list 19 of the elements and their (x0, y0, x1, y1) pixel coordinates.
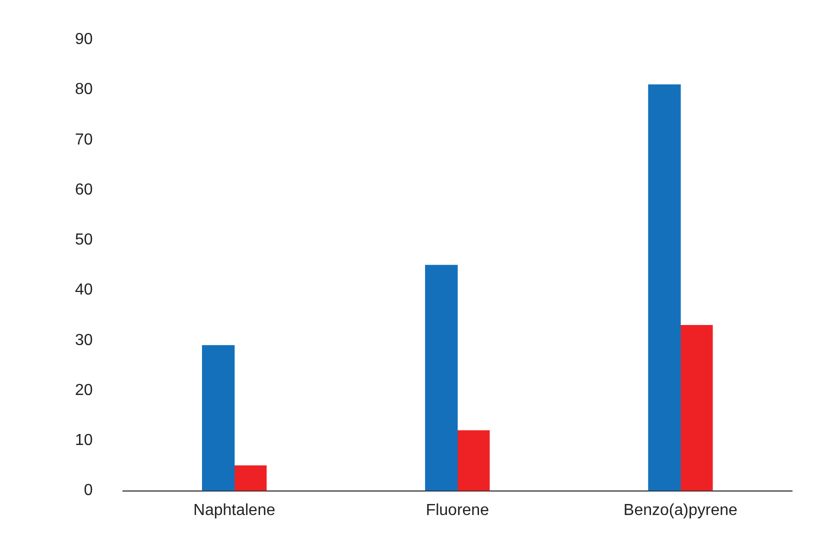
y-tick-label: 30 (75, 332, 93, 349)
y-tick-label: 20 (75, 382, 93, 399)
bar (457, 430, 490, 491)
y-tick-label: 80 (75, 81, 93, 98)
y-tick-label: 70 (75, 131, 93, 148)
y-tick-label: 0 (84, 482, 93, 500)
y-tick-label: 40 (75, 282, 93, 299)
x-tick-label: Fluorene (426, 502, 490, 519)
y-tick-label: 50 (75, 232, 93, 249)
bar (234, 465, 267, 491)
bar (680, 325, 713, 491)
bar (425, 264, 458, 491)
y-tick-label: 10 (75, 432, 93, 450)
x-tick-label: Benzo(a)pyrene (624, 502, 738, 519)
bar (202, 345, 235, 491)
y-tick-label: 60 (75, 181, 93, 198)
y-tick-label: 90 (75, 31, 93, 48)
bar (648, 84, 681, 491)
x-tick-label: Naphtalene (193, 502, 276, 519)
